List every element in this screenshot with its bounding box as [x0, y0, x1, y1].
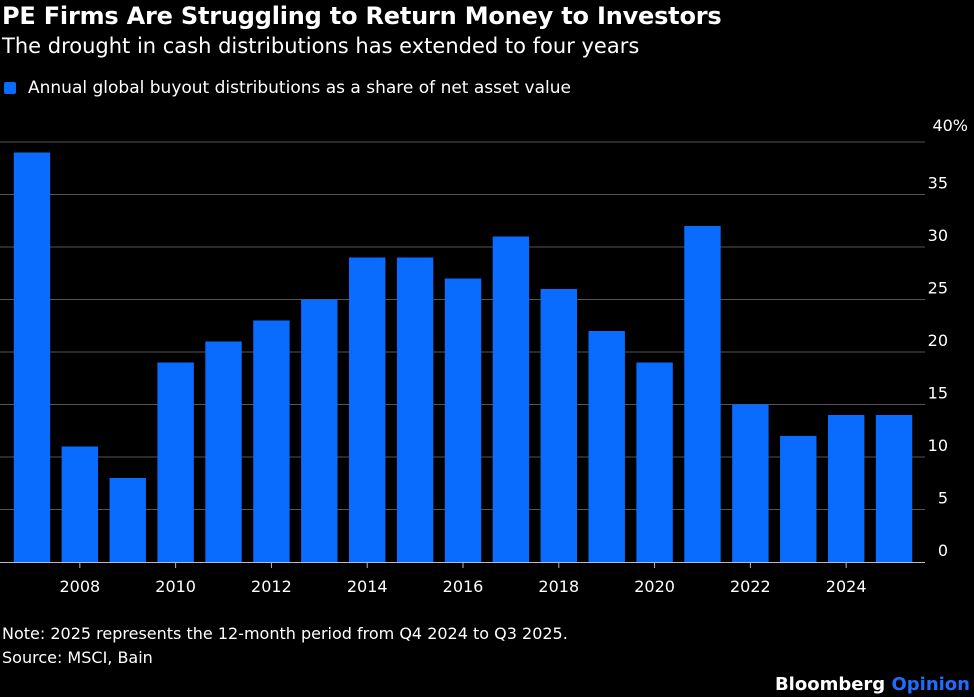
x-tick-label: 2022: [730, 577, 771, 596]
bar-2007: [13, 152, 51, 562]
legend-swatch: [4, 82, 16, 94]
y-tick-label: 25: [928, 279, 948, 298]
bar-2015: [396, 257, 434, 562]
y-tick-label: 0: [938, 541, 948, 560]
bar-2023: [780, 436, 817, 562]
bar-2022: [732, 404, 769, 562]
source-text: Source: MSCI, Bain: [2, 648, 153, 667]
bar-2016: [444, 278, 482, 562]
legend: Annual global buyout distributions as a …: [4, 78, 571, 98]
y-tick-label: 30: [928, 226, 948, 245]
bar-2012: [253, 320, 290, 562]
y-tick-label: 10: [928, 436, 948, 455]
bar-2020: [636, 362, 673, 562]
legend-label: Annual global buyout distributions as a …: [28, 78, 571, 98]
x-tick-label: 2014: [347, 577, 388, 596]
brand-suffix: Opinion: [891, 674, 970, 695]
bar-2021: [684, 226, 721, 562]
bar-2017: [492, 236, 530, 562]
y-tick-label: 20: [928, 331, 948, 350]
x-tick-label: 2020: [634, 577, 675, 596]
bar-2024: [827, 415, 865, 562]
bar-chart: 0 5 10 15 20 25 30 35 40% 2008 2010 2012 2014 2016 201…: [0, 116, 968, 596]
bar-2025: [875, 415, 913, 562]
chart-subtitle: The drought in cash distributions has ex…: [2, 34, 640, 58]
note-text: Note: 2025 represents the 12-month perio…: [2, 624, 568, 643]
bar-2019: [588, 331, 625, 562]
x-tick-label: 2012: [251, 577, 292, 596]
bar-2013: [301, 299, 338, 562]
chart-title: PE Firms Are Struggling to Return Money …: [2, 2, 722, 30]
y-tick-label: 15: [928, 384, 948, 403]
bar-2008: [61, 446, 99, 562]
x-tick-label: 2018: [538, 577, 579, 596]
x-tick-label: 2024: [826, 577, 867, 596]
y-tick-label: 40%: [932, 116, 968, 135]
x-tick-label: 2016: [443, 577, 484, 596]
x-tick-label: 2008: [59, 577, 100, 596]
y-tick-label: 35: [928, 174, 948, 193]
footnote: Note: 2025 represents the 12-month perio…: [2, 622, 568, 670]
bar-2009: [109, 478, 146, 562]
bar-2011: [205, 341, 242, 562]
y-tick-label: 5: [938, 489, 948, 508]
bar-2010: [157, 362, 194, 562]
bar-2018: [540, 289, 577, 562]
x-tick-label: 2010: [155, 577, 196, 596]
brand-logo: Bloomberg Opinion: [775, 674, 970, 695]
brand-name: Bloomberg: [774, 674, 886, 695]
bar-2014: [349, 257, 386, 562]
